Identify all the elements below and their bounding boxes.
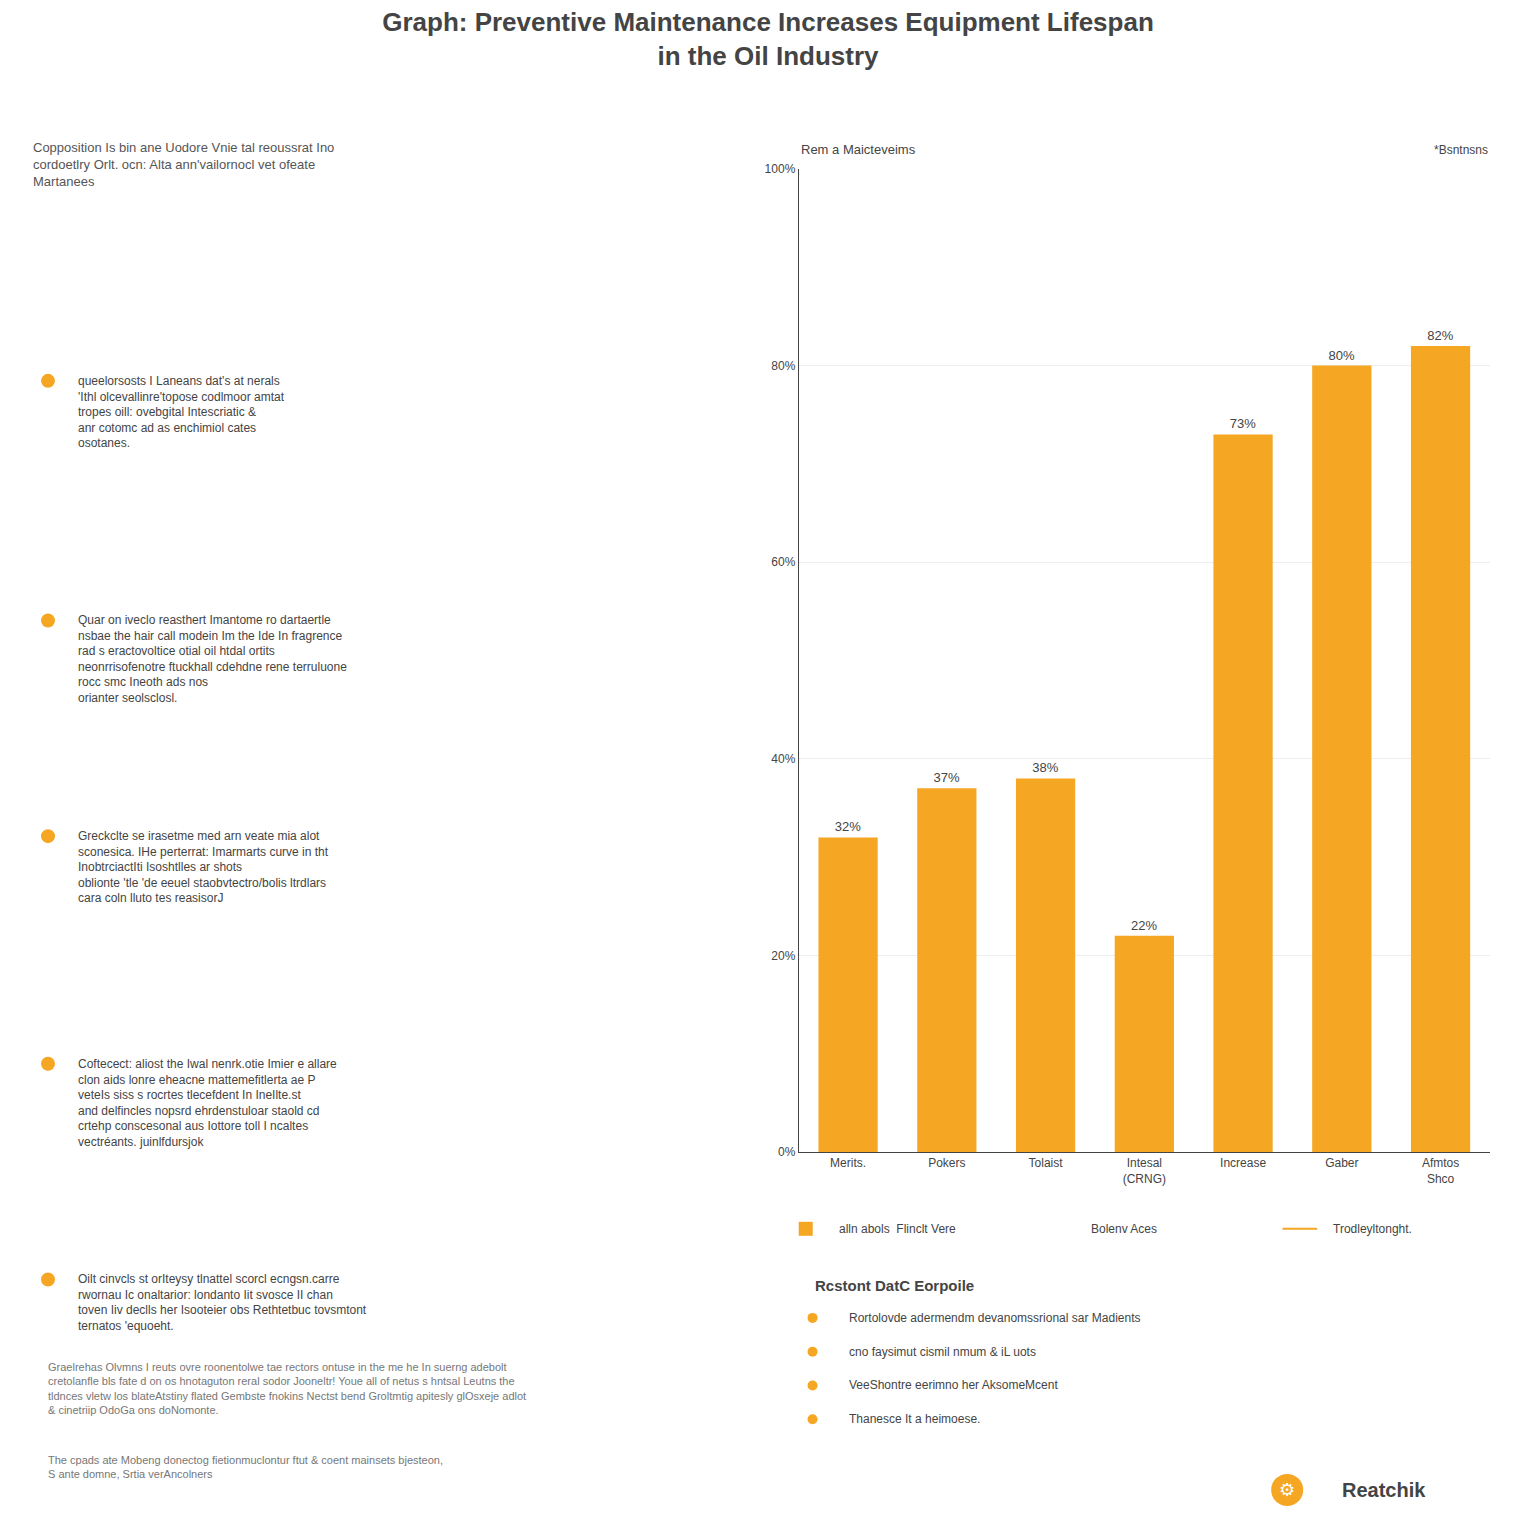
svg-text:Rcstont DatC Eorpoile: Rcstont DatC Eorpoile bbox=[815, 1277, 974, 1294]
svg-text:0%: 0% bbox=[778, 1145, 796, 1159]
svg-text:Bolenv Aces: Bolenv Aces bbox=[1091, 1222, 1157, 1236]
svg-text:82%: 82% bbox=[1427, 328, 1453, 343]
svg-text:Oilt cinvcls st orIteysy tlnat: Oilt cinvcls st orIteysy tlnattel scorcl… bbox=[78, 1272, 367, 1333]
svg-text:cno faysimut cismil nmum & iL: cno faysimut cismil nmum & iL uots bbox=[849, 1345, 1036, 1359]
svg-text:Gaber: Gaber bbox=[1325, 1156, 1358, 1170]
svg-text:VeeShontre eerimno her AksomeM: VeeShontre eerimno her AksomeMcent bbox=[849, 1378, 1058, 1392]
svg-text:Copposition Is bin ane Uodore: Copposition Is bin ane Uodore Vnie tal r… bbox=[33, 140, 334, 189]
svg-text:*Bsntnsns: *Bsntnsns bbox=[1434, 143, 1488, 157]
svg-text:Greckclte se irasetme med arn: Greckclte se irasetme med arn veate mia … bbox=[78, 829, 329, 905]
svg-text:73%: 73% bbox=[1230, 416, 1256, 431]
svg-text:AfmtosShco: AfmtosShco bbox=[1422, 1156, 1459, 1186]
svg-text:22%: 22% bbox=[1131, 918, 1157, 933]
svg-text:Graph: Preventive Maintenance: Graph: Preventive Maintenance Increases … bbox=[382, 7, 1154, 71]
svg-text:32%: 32% bbox=[835, 819, 861, 834]
svg-text:Reatchik: Reatchik bbox=[1342, 1479, 1426, 1501]
svg-text:38%: 38% bbox=[1032, 760, 1058, 775]
svg-text:Tolaist: Tolaist bbox=[1029, 1156, 1064, 1170]
svg-text:Increase: Increase bbox=[1220, 1156, 1266, 1170]
svg-text:37%: 37% bbox=[934, 770, 960, 785]
svg-text:Pokers: Pokers bbox=[928, 1156, 965, 1170]
svg-text:Rortolovde adermendm devanomss: Rortolovde adermendm devanomssrional sar… bbox=[849, 1311, 1140, 1325]
svg-text:80%: 80% bbox=[771, 359, 795, 373]
svg-text:60%: 60% bbox=[771, 555, 795, 569]
svg-text:Intesal(CRNG): Intesal(CRNG) bbox=[1123, 1156, 1166, 1186]
svg-text:Merits.: Merits. bbox=[830, 1156, 866, 1170]
svg-text:Trodleyltonght.: Trodleyltonght. bbox=[1333, 1222, 1412, 1236]
svg-text:queelorsosts I Laneans dat's a: queelorsosts I Laneans dat's at nerals'I… bbox=[78, 374, 285, 450]
svg-text:100%: 100% bbox=[765, 162, 796, 176]
svg-text:Graelrehas Olvmns I reuts ovre: Graelrehas Olvmns I reuts ovre roonentol… bbox=[48, 1361, 526, 1416]
svg-text:Rem a Maicteveims: Rem a Maicteveims bbox=[801, 142, 916, 157]
svg-text:20%: 20% bbox=[771, 949, 795, 963]
svg-text:40%: 40% bbox=[771, 752, 795, 766]
svg-text:⚙: ⚙ bbox=[1279, 1479, 1295, 1500]
svg-text:The cpads ate Mobeng donectog: The cpads ate Mobeng donectog fietionmuc… bbox=[48, 1454, 443, 1480]
svg-text:Quar on iveclo reasthert Imant: Quar on iveclo reasthert Imantome ro dar… bbox=[78, 613, 347, 705]
svg-text:Thanesce It a heimoese.: Thanesce It a heimoese. bbox=[849, 1412, 980, 1426]
svg-text:Coftecect: aliost the Iwal nen: Coftecect: aliost the Iwal nenrk.otie Im… bbox=[78, 1057, 337, 1149]
svg-text:alln abols Flinclt Vere: alln abols Flinclt Vere bbox=[839, 1222, 956, 1236]
svg-text:80%: 80% bbox=[1329, 348, 1355, 363]
